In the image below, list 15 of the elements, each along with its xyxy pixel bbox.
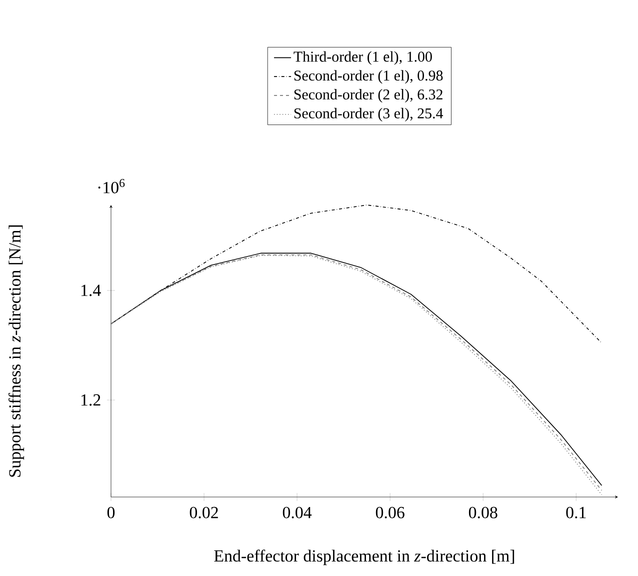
x-tick-label: 0.04	[282, 506, 312, 518]
x-tick-label: 0	[107, 506, 115, 518]
x-tick-label: 0.02	[190, 506, 218, 518]
y-tick-label: 1.4	[81, 284, 101, 296]
x-tick-label: 0.08	[468, 506, 498, 518]
legend-label: Second-order (3 el), 25.4	[294, 108, 444, 122]
y-tick-label: 1.2	[81, 394, 100, 406]
legend-label: Second-order (1 el), 0.98	[294, 70, 443, 84]
x-tick-label: 0.1	[566, 506, 586, 518]
x-axis-title: End-effector displacement in z-direction [m]	[214, 550, 514, 566]
legend-label: Third-order (1 el), 1.00	[294, 51, 432, 65]
legend-label: Second-order (2 el), 6.32	[294, 89, 442, 103]
text: ·10$^{6}$	[98, 179, 125, 194]
y-axis-title: Support stiffness in z-direction [N/m]	[8, 225, 24, 477]
x-tick-label: 0.06	[376, 506, 404, 518]
